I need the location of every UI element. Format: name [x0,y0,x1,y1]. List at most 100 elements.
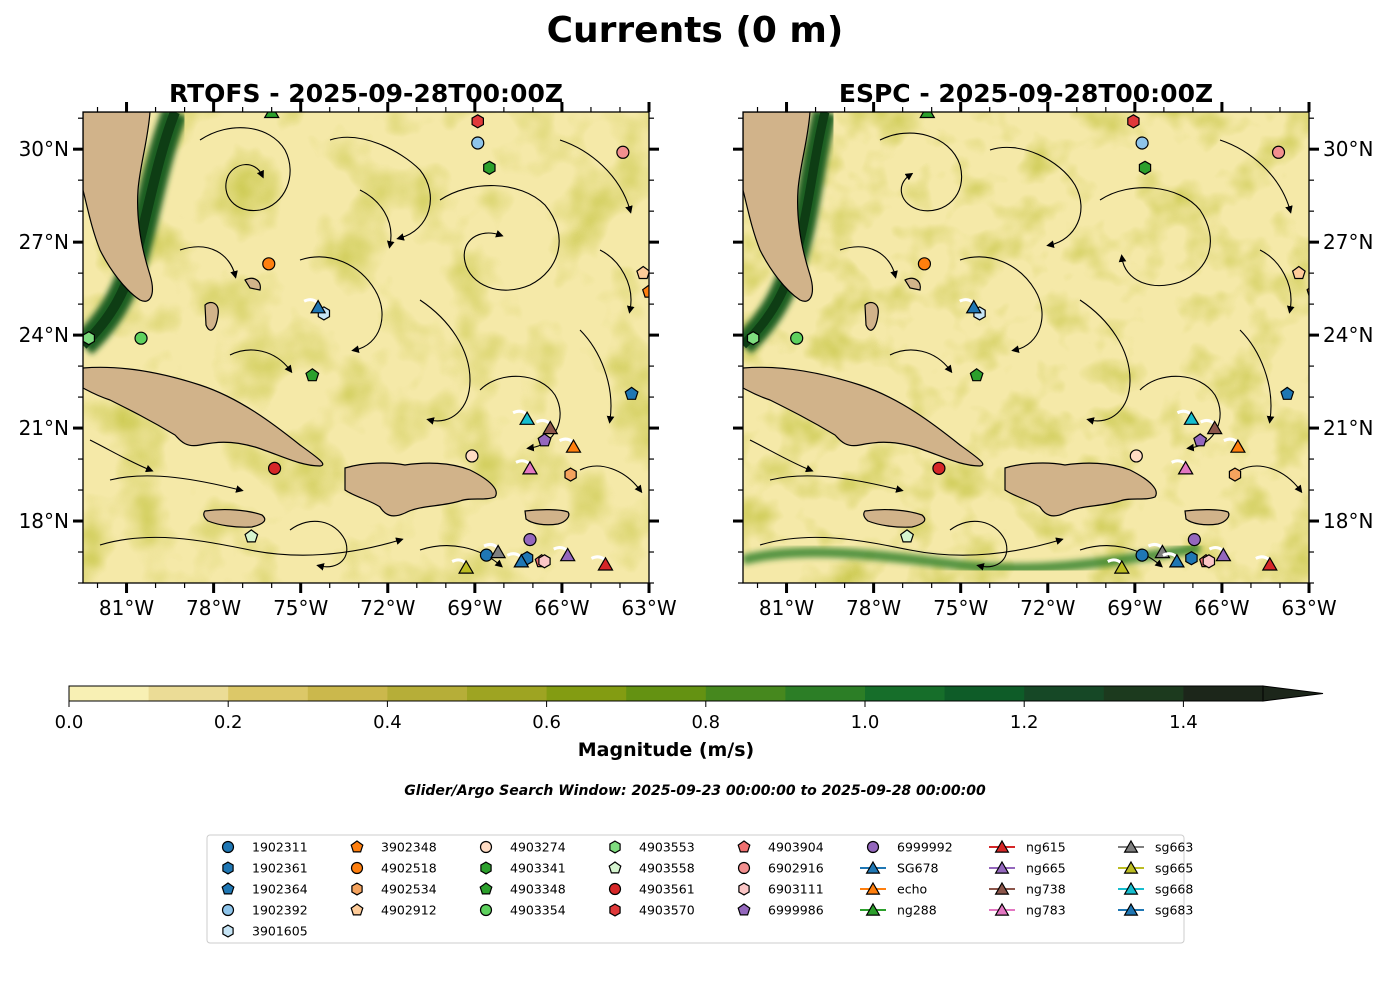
streamlines [749,132,1303,571]
legend-marker-sg678 [865,860,881,874]
legend-item: ng615 [989,840,1066,855]
marker-4903348 [969,368,984,382]
legend-label: ng288 [897,903,937,918]
jamaica-landmass [203,509,266,528]
marker-4903274 [1129,449,1143,463]
rtofs-observation-markers [83,112,649,574]
marker-4903561 [267,461,282,475]
marker-4902518 [262,257,276,271]
marker-sg678 [965,299,982,314]
legend-label: 4903274 [510,840,566,855]
marker-6999986 [537,433,552,447]
legend-label: 4903354 [510,903,566,918]
colorbar-segment [546,686,627,701]
legend-item: 4903341 [480,861,566,876]
legend-marker-ng665 [994,860,1010,874]
marker-1902361 [1185,551,1198,566]
legend-label: SG678 [897,861,939,876]
marker-1902364 [1280,386,1295,400]
legend-label: sg665 [1155,861,1193,876]
marker-4902518 [917,257,932,271]
legend-label: 4903558 [639,861,695,876]
marker-ng738 [1206,420,1223,435]
legend-item: 1902311 [221,840,308,855]
marker-sg678 [310,299,327,314]
legend-label: sg663 [1155,840,1193,855]
marker-4903348 [305,368,320,382]
legend-marker-4903558 [608,861,622,874]
legend-item: 4903348 [479,882,566,897]
abaco-island [244,277,261,291]
colorbar: 0.0 0.2 0.4 0.6 0.8 1.0 1.2 1.4 Magnitude (m/s) [55,685,1324,761]
marker-ng615 [1261,556,1278,571]
legend-marker-ng288 [865,902,881,916]
legend-item: ng665 [989,861,1066,876]
colorbar-segments [69,686,1264,701]
lat-tick-label: 21°N [19,416,69,440]
lon-tick-label: 69°W [447,596,502,620]
legend-item: 3902348 [350,840,437,855]
legend-marker-1902392 [221,903,235,917]
legend-item: 4903553 [609,840,695,855]
legend-item: 6902916 [737,861,824,876]
abaco-island [904,277,921,291]
lat-tick-label: 27°N [1323,230,1373,254]
legend-label: 4903553 [639,840,695,855]
marker-1902392 [1135,136,1149,150]
lon-tick-label: 78°W [186,596,241,620]
marker-6999992 [523,533,537,547]
marker-4903558 [899,529,915,543]
colorbar-tick-label: 1.0 [851,712,880,733]
lon-tick-label: 72°W [1020,596,1075,620]
legend-item: 4903274 [479,840,566,855]
marker-ng288 [263,112,280,119]
legend-label: 6999992 [897,840,953,855]
colorbar-segment [944,686,1025,701]
marker-ng665 [559,547,576,562]
legend-item: 4903570 [609,903,695,918]
lon-tick-label: 63°W [621,596,676,620]
cuba-landmass [743,366,984,467]
colorbar-segment [865,686,946,701]
legend-label: 1902311 [252,840,308,855]
espc-map-frame [742,111,1310,584]
rtofs-map-panel: RTOFS - 2025-09-28T00:00Z [19,79,677,620]
hispaniola-landmass [344,462,497,517]
legend-item: 4902518 [350,861,437,876]
colorbar-tick-label: 0.0 [55,712,84,733]
legend-label: 4902518 [381,861,437,876]
puerto-rico-landmass [1184,509,1230,526]
colorbar-segment [626,686,707,701]
jamaica-landmass [863,509,926,528]
marker-4903354 [134,331,148,345]
marker-1902311 [479,548,494,562]
legend-marker-3901605 [222,924,234,938]
legend-item: 4902912 [350,903,437,918]
caribbean-current-band [743,543,1201,574]
marker-echo [1229,438,1246,453]
legend-label: sg683 [1155,903,1193,918]
legend-label: 3901605 [252,924,308,939]
legend-marker-4903553 [609,840,621,854]
legend-marker-sg668 [1123,881,1139,895]
legend-marker-sg665 [1123,860,1139,874]
legend-marker-6999986 [737,903,751,916]
legend-label: 6999986 [768,903,824,918]
current-magnitude-field [743,112,1309,583]
current-magnitude-field [83,112,649,583]
rtofs-axis-ticks: 81°W 78°W 75°W 72°W 69°W 66°W 63°W 18°N 21°N 24°N… [19,102,677,620]
colorbar-segment [387,686,468,701]
legend-marker-4902518 [350,861,364,875]
legend-label: 3902348 [381,840,437,855]
marker-4903570 [471,114,484,129]
colorbar-segment [148,686,229,701]
legend-marker-4903341 [480,861,492,875]
legend-item: 4903561 [608,882,695,897]
marker-sg663 [490,544,507,559]
legend-label: 4902534 [381,882,437,897]
legend-item: ng738 [989,882,1066,897]
colorbar-tick-label: 0.2 [214,712,243,733]
marker-6902916 [1271,145,1286,159]
legend-item: sg668 [1118,882,1193,897]
